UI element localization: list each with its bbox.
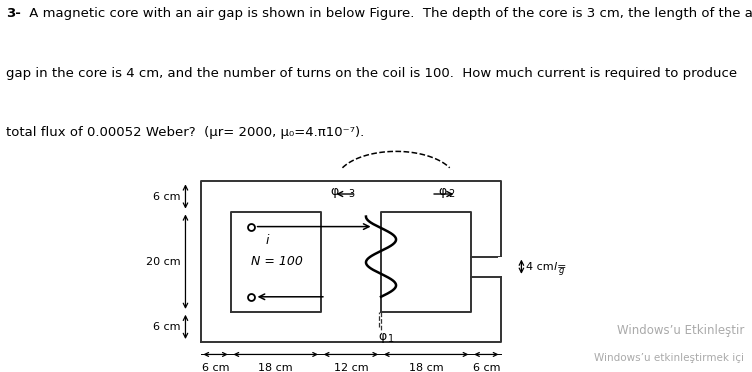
Text: 6 cm: 6 cm <box>153 322 180 332</box>
Text: 20 cm: 20 cm <box>146 257 180 267</box>
Text: 18 cm: 18 cm <box>259 363 293 372</box>
Text: gap in the core is 4 cm, and the number of turns on the coil is 100.  How much c: gap in the core is 4 cm, and the number … <box>6 67 737 80</box>
Text: i: i <box>265 234 269 247</box>
Text: φ: φ <box>438 185 447 198</box>
Text: g: g <box>559 266 565 275</box>
Text: φ: φ <box>378 330 387 343</box>
Text: 12 cm: 12 cm <box>334 363 368 372</box>
Text: 1: 1 <box>387 334 393 344</box>
Text: 2: 2 <box>449 189 455 199</box>
Text: A magnetic core with an air gap is shown in below Figure.  The depth of the core: A magnetic core with an air gap is shown… <box>25 7 752 20</box>
Text: 6 cm: 6 cm <box>153 192 180 202</box>
Text: 18 cm: 18 cm <box>409 363 444 372</box>
Text: 6 cm: 6 cm <box>202 363 229 372</box>
Text: φ: φ <box>330 185 338 198</box>
Text: 4 cm =: 4 cm = <box>526 262 571 272</box>
Text: total flux of 0.00052 Weber?  (μr= 2000, μ₀=4.π10⁻⁷).: total flux of 0.00052 Weber? (μr= 2000, … <box>6 126 364 140</box>
Text: 6 cm: 6 cm <box>472 363 500 372</box>
Text: Windows’u Etkinleştir: Windows’u Etkinleştir <box>617 324 744 337</box>
Text: 3: 3 <box>348 189 354 199</box>
Text: l: l <box>554 262 557 272</box>
Text: Windows’u etkinleştirmek içi: Windows’u etkinleştirmek içi <box>595 353 744 363</box>
Text: 3-: 3- <box>6 7 21 20</box>
Bar <box>498 257 505 276</box>
Text: N = 100: N = 100 <box>250 255 302 268</box>
